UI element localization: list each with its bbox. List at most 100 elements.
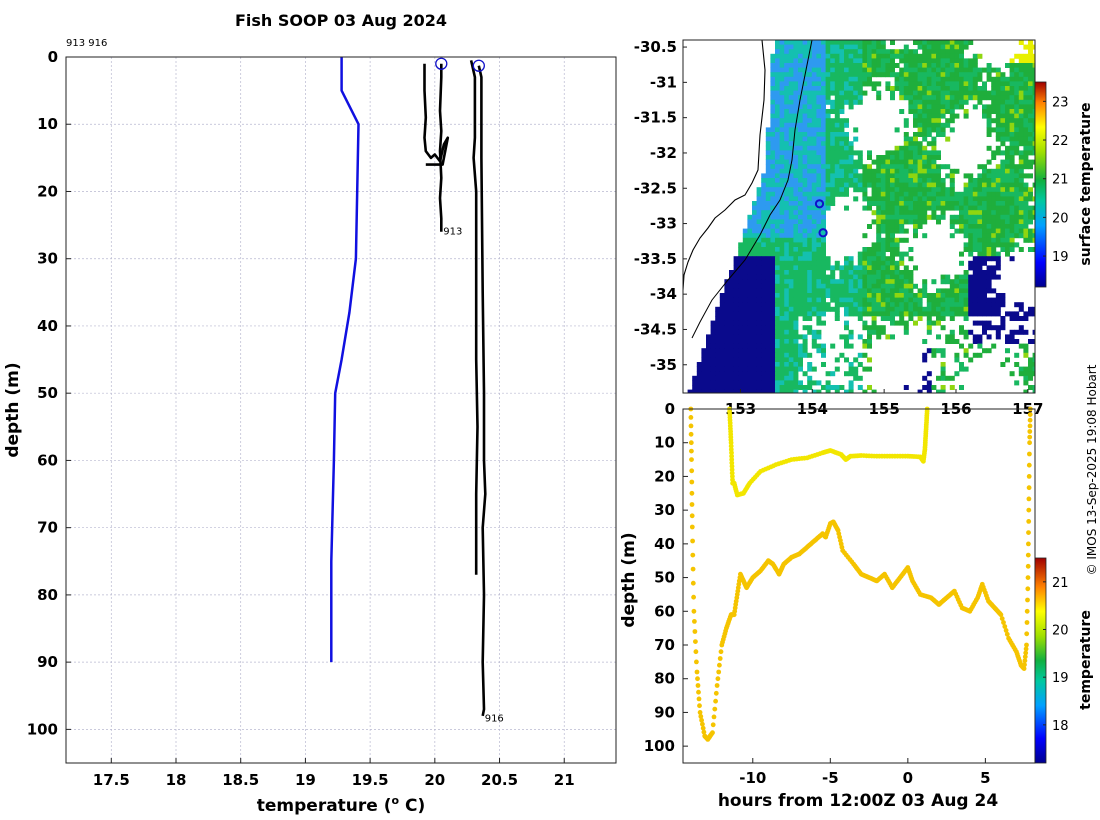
sst-cell <box>747 380 753 386</box>
sst-cell <box>1005 242 1010 248</box>
sst-cell <box>986 228 992 234</box>
sst-cell <box>747 348 753 354</box>
sst-cell <box>977 343 983 349</box>
sst-cell <box>821 302 826 308</box>
sst-cell <box>807 136 813 142</box>
sst-cell <box>784 63 790 68</box>
sst-cell <box>959 205 964 211</box>
sst-cell <box>807 191 813 197</box>
sst-cell <box>963 352 969 358</box>
sst-cell <box>922 233 928 239</box>
sst-cell <box>724 306 730 312</box>
sst-cell <box>936 58 941 64</box>
sst-cell <box>733 293 739 298</box>
sst-cell <box>706 371 711 377</box>
sst-cell <box>857 164 863 170</box>
sst-cell <box>733 329 739 335</box>
sst-cell <box>844 53 849 59</box>
sst-cell <box>913 265 918 271</box>
sst-cell <box>779 320 785 326</box>
sst-cell <box>710 343 716 349</box>
sst-cell <box>885 247 891 252</box>
sst-cell <box>844 90 849 96</box>
sst-cell <box>747 320 753 326</box>
sst-cell <box>917 293 923 298</box>
sst-cell <box>1018 224 1024 229</box>
sst-cell <box>747 316 753 321</box>
sst-cell <box>968 201 974 206</box>
sst-cell <box>738 380 744 386</box>
sst-cell <box>890 196 895 202</box>
sst-cell <box>894 187 900 193</box>
sst-cell <box>908 205 914 211</box>
sst-cell <box>876 155 882 160</box>
sst-cell <box>963 99 969 105</box>
sst-cell <box>844 297 849 303</box>
sst-cell <box>1005 339 1010 344</box>
sst-cell <box>779 334 785 340</box>
sst-cell <box>1028 164 1033 170</box>
sst-cell <box>844 205 849 211</box>
sst-cell <box>816 118 822 124</box>
sst-cell <box>788 182 794 188</box>
sst-cell <box>936 375 941 381</box>
sst-cell <box>880 325 886 331</box>
track-point-916-track <box>1022 658 1028 664</box>
sst-cell <box>913 228 918 234</box>
sst-cell <box>899 320 905 326</box>
sst-cell <box>1005 168 1010 174</box>
sst-cell <box>733 380 739 386</box>
sst-cell <box>963 187 969 193</box>
sst-cell <box>903 329 909 335</box>
sst-cell <box>765 260 771 266</box>
sst-cell <box>903 150 909 156</box>
sst-cell <box>784 233 790 239</box>
sst-cell <box>724 366 730 372</box>
sst-cell <box>802 228 808 234</box>
sst-cell <box>765 352 771 358</box>
sst-cell <box>844 76 849 82</box>
sst-cell <box>775 274 780 280</box>
sst-cell <box>848 145 854 151</box>
sst-cell <box>733 348 739 354</box>
sst-cell <box>1005 95 1010 101</box>
sst-cell <box>913 76 918 82</box>
sst-cell <box>1032 228 1035 234</box>
sst-cell <box>982 251 987 257</box>
sst-cell <box>816 67 822 73</box>
sst-cell <box>890 164 895 170</box>
sst-cell <box>1018 136 1024 142</box>
sst-cell <box>788 371 794 377</box>
sst-cell <box>1005 247 1010 252</box>
sst-cell <box>899 168 905 174</box>
sst-cell <box>917 99 923 105</box>
sst-cell <box>1018 81 1024 87</box>
sst-cell <box>968 357 974 363</box>
sst-cell <box>1018 228 1024 234</box>
sst-cell <box>867 196 872 202</box>
sst-cell <box>857 283 863 289</box>
sst-cell <box>844 72 849 78</box>
sst-cell <box>738 357 744 363</box>
sst-cell <box>1018 182 1024 188</box>
sst-cell <box>986 283 992 289</box>
sst-cell <box>922 178 928 183</box>
sst-cell <box>779 104 785 110</box>
sst-cell <box>1018 247 1024 252</box>
sst-cell <box>821 256 826 262</box>
sst-cell <box>940 40 946 45</box>
sst-cell <box>784 293 790 298</box>
sst-cell <box>798 182 803 188</box>
sst-cell <box>945 339 951 344</box>
sst-cell <box>738 242 744 248</box>
sst-cell <box>1018 329 1024 335</box>
sst-cell <box>729 320 734 326</box>
sst-cell <box>853 95 859 101</box>
sst-cell <box>779 118 785 124</box>
sst-cell <box>890 205 895 211</box>
sst-cell <box>788 127 794 133</box>
sst-cell <box>922 136 928 142</box>
sst-cell <box>844 357 849 363</box>
sst-cell <box>908 306 914 312</box>
sst-cell <box>807 237 813 243</box>
